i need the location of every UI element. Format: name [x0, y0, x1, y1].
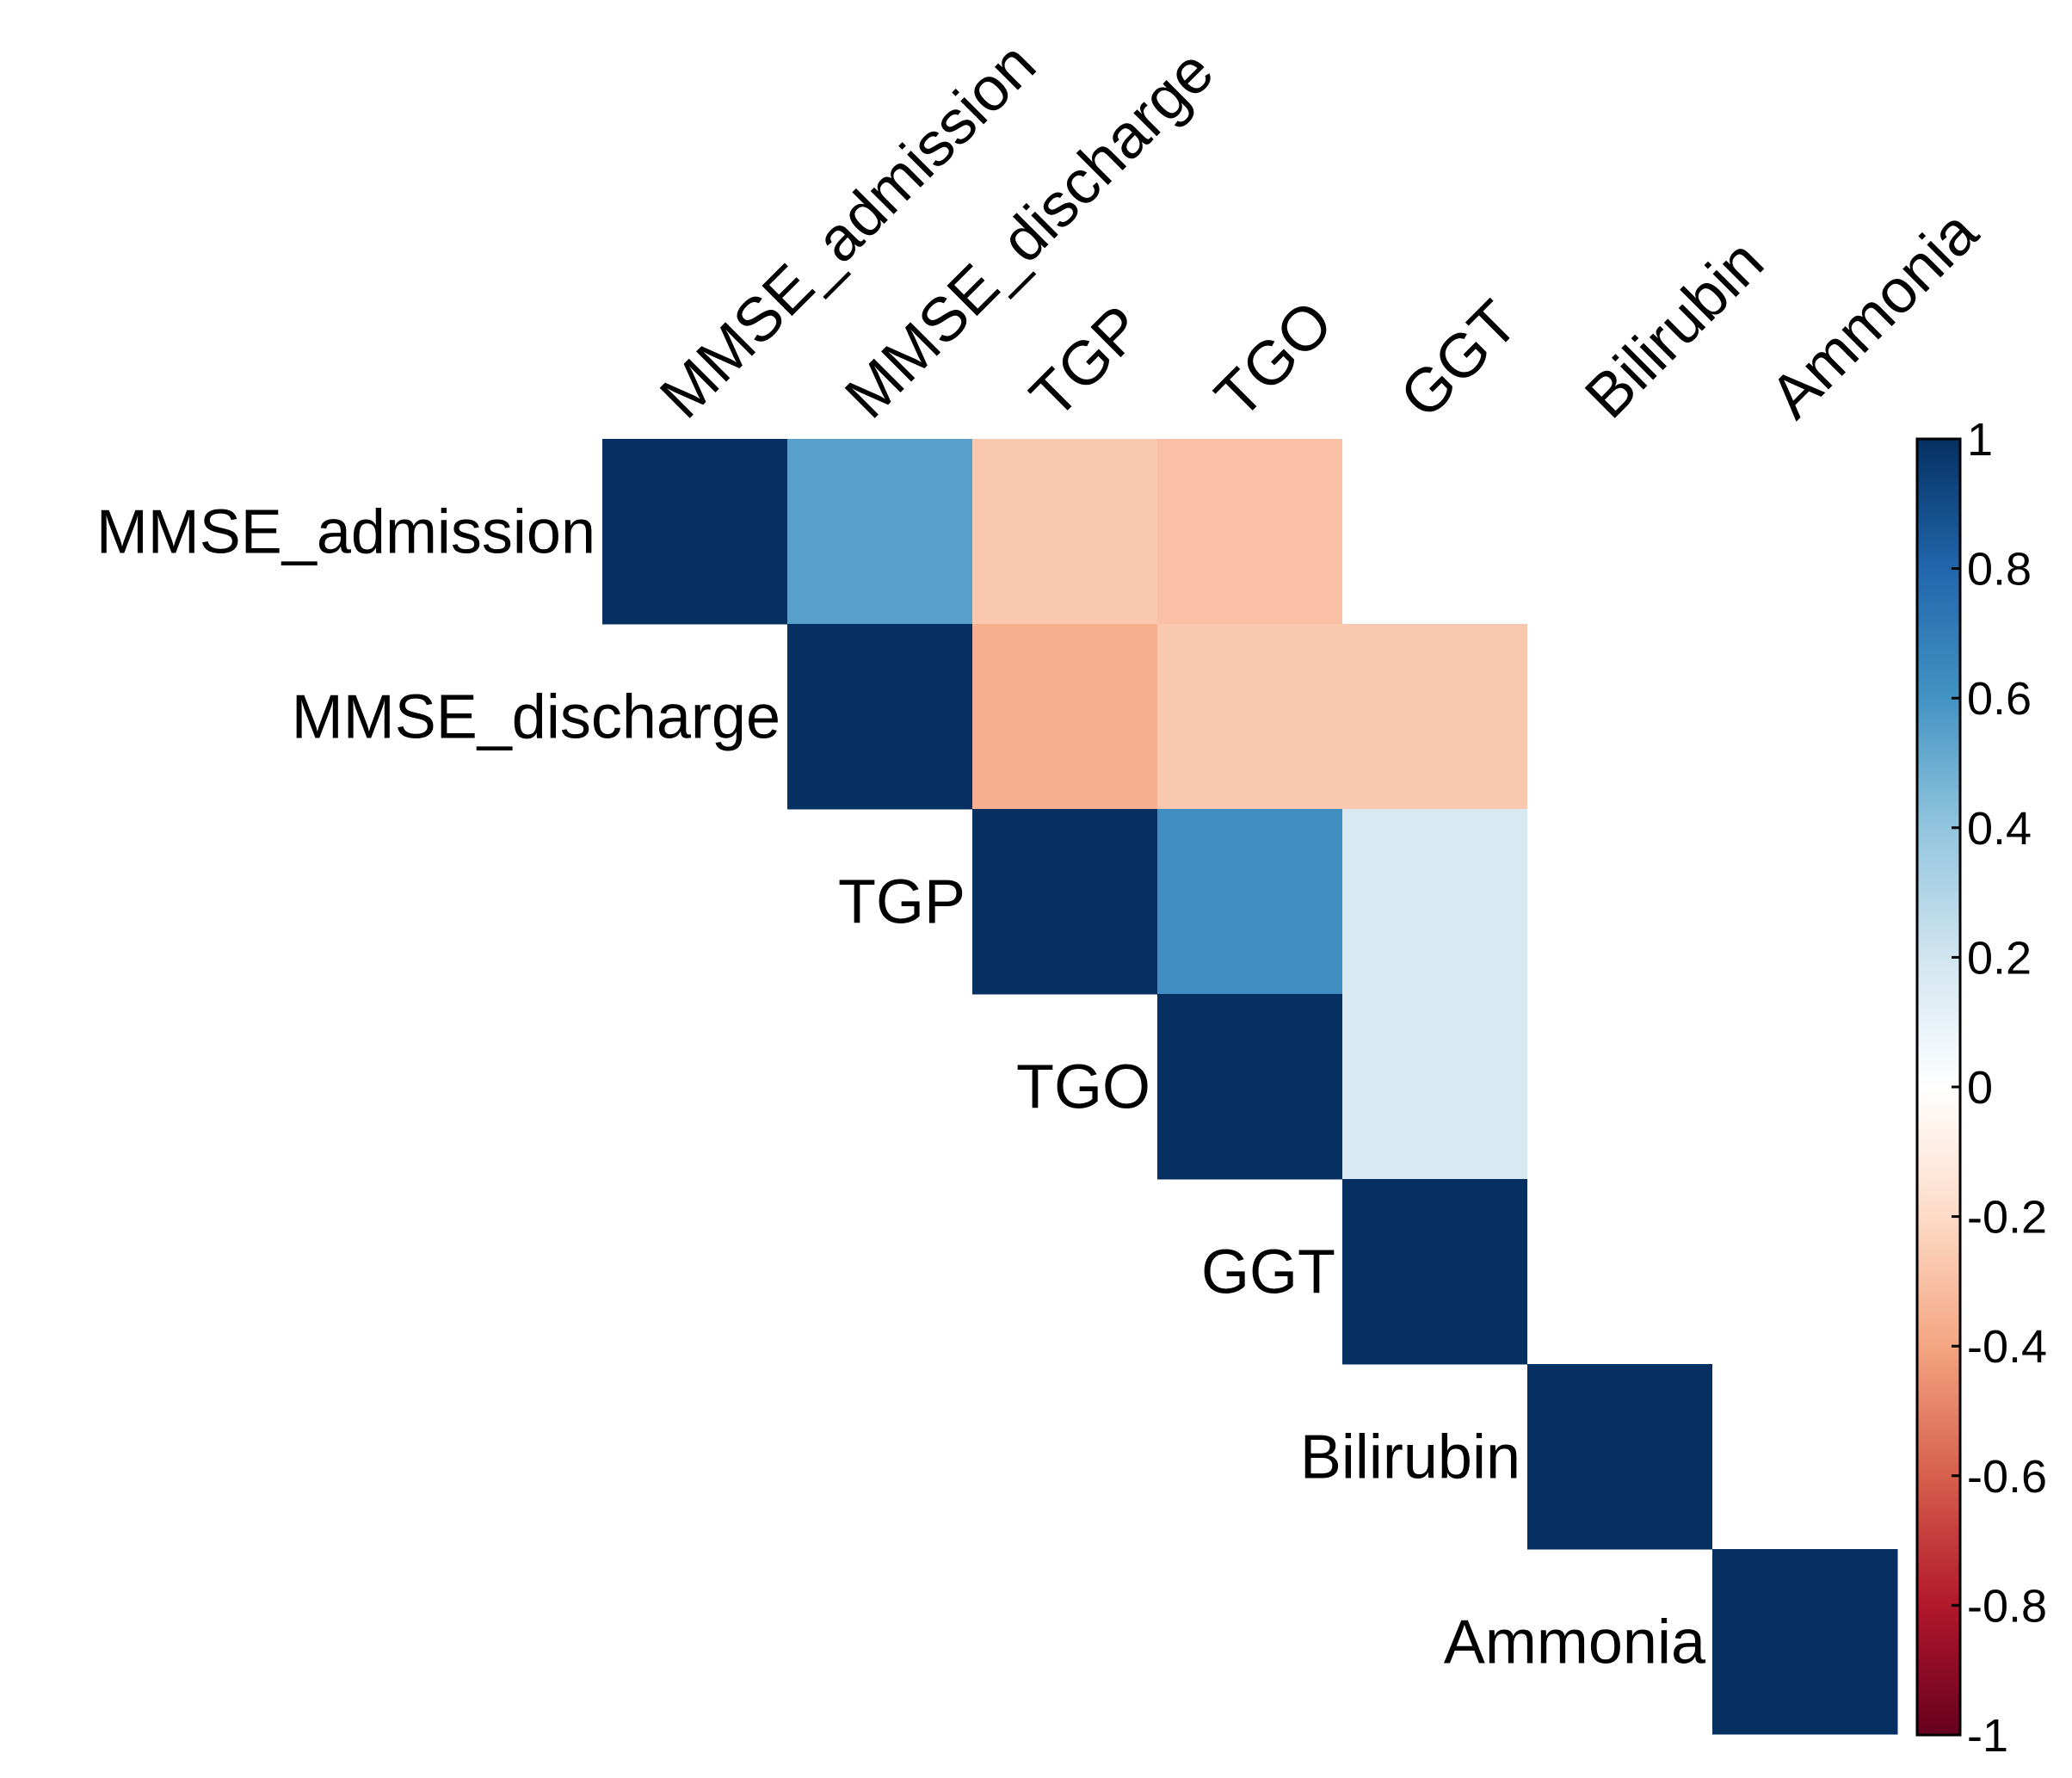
row-label-MMSE_admission: MMSE_admission: [96, 498, 595, 567]
column-label-TGO: TGO: [1202, 287, 1346, 431]
row-label-Ammonia: Ammonia: [1444, 1608, 1706, 1677]
row-label-MMSE_discharge: MMSE_discharge: [292, 683, 780, 752]
row-label-Bilirubin: Bilirubin: [1300, 1423, 1520, 1492]
column-label-Ammonia: Ammonia: [1757, 197, 1991, 431]
row-labels: MMSE_admission MMSE_discharge TGP TGO GGT Bil…: [96, 498, 1706, 1677]
cell-MMSE_admission-MMSE_admission: [602, 439, 788, 625]
cell-MMSE_admission-TGP: [972, 439, 1158, 625]
cell-TGP-Ammonia: [1712, 809, 1898, 995]
cell-TGO-GGT: [1342, 994, 1528, 1180]
cell-TGP-TGP: [972, 809, 1158, 995]
cell-MMSE_discharge-TGO: [1157, 624, 1343, 810]
cell-TGP-GGT: [1342, 809, 1528, 995]
colorbar-tick-label: -0.2: [1967, 1192, 2047, 1244]
cell-MMSE_discharge-Bilirubin: [1527, 624, 1713, 810]
colorbar-tick-label: -0.6: [1967, 1451, 2047, 1503]
colorbar-tick-label: 0.4: [1967, 803, 2032, 855]
row-label-TGO: TGO: [1016, 1053, 1150, 1122]
cell-MMSE_admission-MMSE_discharge: [787, 439, 973, 625]
cell-Bilirubin-Bilirubin: [1527, 1364, 1713, 1550]
cell-GGT-Ammonia: [1712, 1179, 1898, 1365]
cell-GGT-GGT: [1342, 1179, 1528, 1365]
colorbar-tick-label: 1: [1967, 414, 1993, 466]
column-label-Bilirubin: Bilirubin: [1572, 227, 1777, 432]
cell-MMSE_admission-Ammonia: [1712, 439, 1898, 625]
colorbar-ticks: 1 0.8 0.6 0.4 0.2 0 -0.2 -0.4 -0.6 -0.8 -1: [1952, 414, 2047, 1762]
cell-MMSE_discharge-Ammonia: [1712, 624, 1898, 810]
cell-TGO-Ammonia: [1712, 994, 1898, 1180]
cell-TGO-TGO: [1157, 994, 1343, 1180]
colorbar-tick-label: 0.2: [1967, 932, 2032, 984]
cell-MMSE_admission-GGT: [1342, 439, 1528, 625]
colorbar-tick-label: 0: [1967, 1062, 1993, 1114]
colorbar-tick-label: 0.8: [1967, 544, 2032, 596]
colorbar-tick-label: 0.6: [1967, 673, 2032, 725]
colorbar: 1 0.8 0.6 0.4 0.2 0 -0.2 -0.4 -0.6 -0.8 -1: [1915, 414, 2047, 1762]
cell-Ammonia-Ammonia: [1712, 1549, 1898, 1735]
cell-MMSE_discharge-MMSE_discharge: [787, 624, 973, 810]
heatmap-cells: [602, 439, 1898, 1735]
cell-TGO-Bilirubin: [1527, 994, 1713, 1180]
cell-MMSE_discharge-GGT: [1342, 624, 1528, 810]
cell-MMSE_admission-Bilirubin: [1527, 439, 1713, 625]
cell-TGP-Bilirubin: [1527, 809, 1713, 995]
colorbar-tick-label: -0.8: [1967, 1580, 2047, 1632]
column-label-GGT: GGT: [1387, 287, 1531, 431]
column-label-TGP: TGP: [1017, 293, 1156, 431]
cell-Bilirubin-Ammonia: [1712, 1364, 1898, 1550]
row-label-TGP: TGP: [838, 868, 965, 937]
colorbar-tick-label: -0.4: [1967, 1321, 2047, 1373]
cell-TGP-TGO: [1157, 809, 1343, 995]
cell-MMSE_admission-TGO: [1157, 439, 1343, 625]
cell-MMSE_discharge-TGP: [972, 624, 1158, 810]
cell-GGT-Bilirubin: [1527, 1179, 1713, 1365]
colorbar-tick-label: -1: [1967, 1710, 2008, 1762]
row-label-GGT: GGT: [1201, 1238, 1335, 1307]
